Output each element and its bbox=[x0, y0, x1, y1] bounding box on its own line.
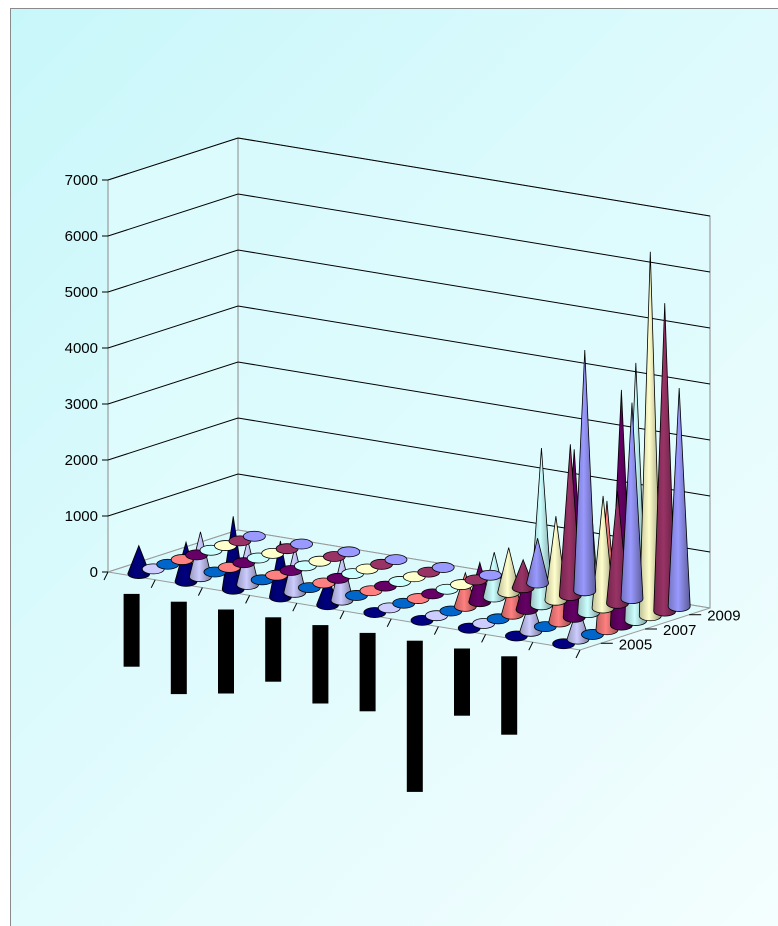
x-tick bbox=[150, 579, 156, 589]
cone-base bbox=[242, 530, 266, 542]
depth-tick-label: 2009 bbox=[707, 608, 740, 625]
depth-tick-label: 2005 bbox=[619, 636, 652, 653]
x-tick bbox=[197, 587, 203, 596]
lower-bar bbox=[359, 632, 376, 712]
gridline bbox=[107, 193, 711, 273]
z-tick-label: 1000 bbox=[65, 508, 98, 525]
lower-bar bbox=[218, 609, 234, 694]
lower-bar bbox=[501, 656, 518, 735]
gridlines bbox=[107, 137, 711, 553]
x-tick bbox=[292, 602, 298, 612]
gridline bbox=[107, 137, 711, 217]
cone bbox=[667, 388, 691, 612]
cones bbox=[127, 251, 691, 650]
z-tick-label: 6000 bbox=[65, 228, 98, 245]
depth-tick-label: 2007 bbox=[663, 622, 696, 639]
lower-bar bbox=[265, 617, 282, 682]
cone bbox=[573, 350, 597, 597]
cone-base bbox=[431, 562, 455, 573]
tick-labels: 0 1000 2000 3000 4000 5000 6000 7000 2005 2007 200… bbox=[65, 172, 741, 659]
cone-base bbox=[337, 546, 361, 558]
z-tick-label: 2000 bbox=[65, 452, 98, 469]
lower-bar bbox=[170, 601, 187, 695]
x-tick bbox=[245, 595, 251, 604]
x-tick bbox=[528, 641, 534, 651]
cone-base bbox=[290, 538, 313, 550]
x-tick bbox=[339, 610, 345, 620]
x-tick bbox=[433, 626, 439, 635]
gridline bbox=[107, 473, 711, 553]
cone-base bbox=[384, 554, 408, 566]
cone-base bbox=[478, 569, 502, 581]
z-tick-label: 7000 bbox=[65, 172, 98, 189]
cone bbox=[620, 402, 644, 604]
lower-bar bbox=[406, 640, 423, 792]
z-tick-label: 5000 bbox=[65, 284, 98, 301]
gridline bbox=[107, 249, 711, 329]
x-tick bbox=[386, 618, 392, 628]
x-tick bbox=[575, 649, 581, 659]
gridline bbox=[107, 361, 711, 441]
z-tick-label: 0 bbox=[90, 564, 98, 581]
gridline bbox=[107, 305, 711, 385]
gridline bbox=[107, 417, 711, 497]
lower-bar bbox=[454, 648, 470, 716]
cone bbox=[526, 538, 549, 589]
lower-bar bbox=[123, 593, 140, 667]
side-wall bbox=[107, 137, 239, 573]
x-tick bbox=[103, 571, 109, 581]
lower-bar bbox=[312, 625, 329, 704]
z-tick-label: 3000 bbox=[65, 396, 98, 413]
x-tick bbox=[481, 634, 487, 643]
z-tick-label: 4000 bbox=[65, 340, 98, 357]
lower-bars bbox=[123, 593, 518, 792]
